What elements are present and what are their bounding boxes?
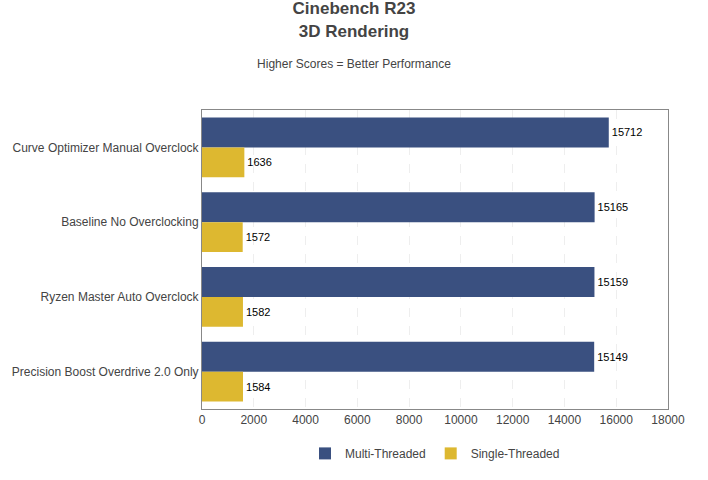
svg-text:1582: 1582 bbox=[246, 306, 270, 318]
svg-text:Precision Boost Overdrive 2.0: Precision Boost Overdrive 2.0 Only bbox=[12, 365, 199, 379]
svg-text:Single-Threaded: Single-Threaded bbox=[471, 447, 560, 461]
svg-text:Ryzen Master Auto Overclock: Ryzen Master Auto Overclock bbox=[41, 290, 200, 304]
svg-text:12000: 12000 bbox=[496, 413, 530, 427]
svg-text:1636: 1636 bbox=[247, 156, 271, 168]
svg-text:2000: 2000 bbox=[240, 413, 267, 427]
svg-text:15159: 15159 bbox=[597, 276, 628, 288]
svg-text:14000: 14000 bbox=[548, 413, 582, 427]
svg-text:Curve Optimizer Manual Overclo: Curve Optimizer Manual Overclock bbox=[13, 141, 200, 155]
svg-text:4000: 4000 bbox=[292, 413, 319, 427]
svg-text:1584: 1584 bbox=[246, 381, 270, 393]
svg-text:Multi-Threaded: Multi-Threaded bbox=[345, 447, 426, 461]
svg-text:Baseline No Overclocking: Baseline No Overclocking bbox=[61, 215, 198, 229]
svg-text:16000: 16000 bbox=[600, 413, 634, 427]
svg-text:10000: 10000 bbox=[444, 413, 478, 427]
svg-text:6000: 6000 bbox=[344, 413, 371, 427]
svg-text:18000: 18000 bbox=[651, 413, 685, 427]
svg-text:15149: 15149 bbox=[597, 351, 628, 363]
svg-text:15165: 15165 bbox=[598, 201, 629, 213]
svg-text:1572: 1572 bbox=[246, 231, 270, 243]
svg-text:0: 0 bbox=[199, 413, 206, 427]
svg-text:8000: 8000 bbox=[396, 413, 423, 427]
svg-text:15712: 15712 bbox=[612, 126, 643, 138]
svg-text:Higher Scores = Better Perform: Higher Scores = Better Performance bbox=[257, 57, 451, 71]
svg-text:Cinebench R233D Rendering: Cinebench R233D Rendering bbox=[293, 0, 416, 40]
